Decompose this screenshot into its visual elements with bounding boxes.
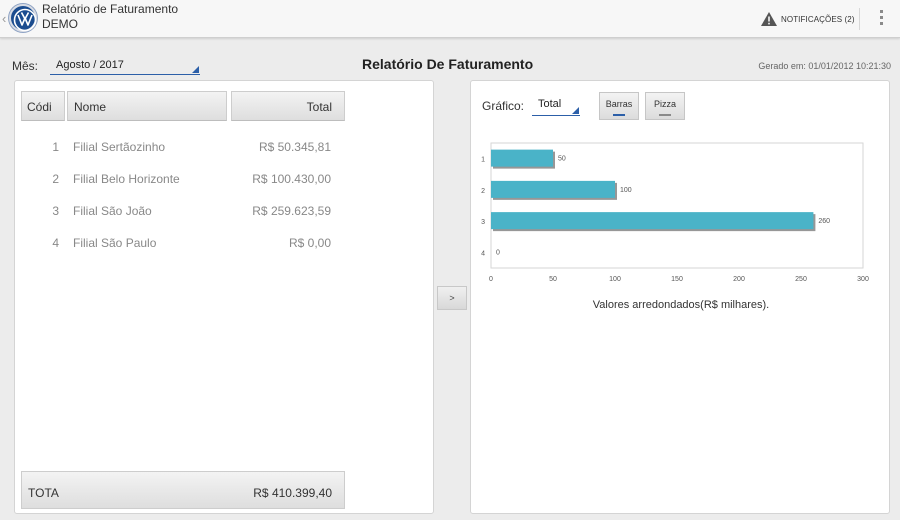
row-name: Filial Belo Horizonte <box>73 172 180 186</box>
unselected-indicator <box>659 114 671 116</box>
row-total: R$ 100.430,00 <box>252 172 331 186</box>
warning-icon <box>761 12 777 26</box>
bars-button-label: Barras <box>605 99 633 109</box>
footer-total-value: R$ 410.399,40 <box>253 486 332 500</box>
x-tick-label: 150 <box>671 276 683 283</box>
table-row[interactable]: 3 Filial São João R$ 259.623,59 <box>15 204 435 224</box>
selected-indicator <box>613 114 625 116</box>
chevron-left-icon[interactable]: ‹ <box>2 11 7 26</box>
app-subtitle: DEMO <box>42 17 78 31</box>
action-bar-divider <box>859 8 860 30</box>
y-tick-label: 3 <box>481 219 485 226</box>
row-code: 1 <box>52 140 59 154</box>
row-code: 2 <box>52 172 59 186</box>
data-label: 50 <box>558 156 566 163</box>
table-row[interactable]: 4 Filial São Paulo R$ 0,00 <box>15 236 435 256</box>
row-name: Filial Sertãozinho <box>73 140 166 154</box>
app-title: Relatório de Faturamento <box>42 2 179 16</box>
x-tick-label: 250 <box>795 276 807 283</box>
bars-chart-button[interactable]: Barras <box>599 92 639 120</box>
column-header-code[interactable]: Códi <box>21 91 65 121</box>
x-tick-label: 100 <box>609 276 621 283</box>
chart-panel: Gráfico: Total Barras Pizza 1 50 2 100 3 260 4… <box>470 80 890 514</box>
spinner-arrow-icon <box>192 66 199 73</box>
x-tick-label: 50 <box>549 276 557 283</box>
row-code: 3 <box>52 204 59 218</box>
month-spinner[interactable]: Agosto / 2017 <box>50 56 200 75</box>
notifications-label: NOTIFICAÇÕES (2) <box>781 14 855 24</box>
plot-frame <box>490 142 864 269</box>
column-header-total[interactable]: Total <box>231 91 345 121</box>
chart-metric-value: Total <box>538 98 562 110</box>
row-total: R$ 259.623,59 <box>252 204 331 218</box>
table-row[interactable]: 1 Filial Sertãozinho R$ 50.345,81 <box>15 140 435 160</box>
notifications-button[interactable]: NOTIFICAÇÕES (2) <box>760 10 855 28</box>
x-tick-label: 200 <box>733 276 745 283</box>
report-title: Relatório De Faturamento <box>362 56 534 72</box>
data-label: 0 <box>496 249 500 256</box>
y-tick-label: 2 <box>481 188 485 195</box>
pie-button-label: Pizza <box>653 99 676 109</box>
spinner-arrow-icon <box>572 107 579 114</box>
bar <box>491 180 615 198</box>
chart-metric-spinner[interactable]: Total <box>532 97 580 116</box>
row-total: R$ 0,00 <box>288 236 331 250</box>
month-value: Agosto / 2017 <box>56 59 124 71</box>
vw-logo[interactable] <box>9 4 37 32</box>
pie-chart-button[interactable]: Pizza <box>645 92 685 120</box>
column-header-name[interactable]: Nome <box>67 91 227 121</box>
table-row[interactable]: 2 Filial Belo Horizonte R$ 100.430,00 <box>15 172 435 192</box>
row-name: Filial São Paulo <box>73 236 157 250</box>
table-footer-total: TOTA R$ 410.399,40 <box>21 471 345 509</box>
chart-type-label: Gráfico: <box>482 99 525 113</box>
table-panel: Códi Nome Total 1 Filial Sertãozinho R$ … <box>14 80 434 514</box>
overflow-menu-icon[interactable] <box>880 10 884 28</box>
x-tick-label: 0 <box>489 276 493 283</box>
bar <box>491 149 553 167</box>
footer-label: TOTA <box>28 486 59 500</box>
data-label: 260 <box>818 218 830 225</box>
chart-x-axis-label: Valores arredondados(R$ milhares). <box>592 299 770 311</box>
x-tick-label: 300 <box>857 276 869 283</box>
month-label: Mês: <box>12 59 39 73</box>
y-tick-label: 1 <box>481 157 485 164</box>
generated-timestamp: Gerado em: 01/01/2012 10:21:30 <box>758 61 891 71</box>
data-label: 100 <box>620 187 632 194</box>
y-tick-label: 4 <box>481 250 485 257</box>
panel-toggle-button[interactable]: > <box>437 286 467 310</box>
row-name: Filial São João <box>73 204 152 218</box>
row-code: 4 <box>52 236 59 250</box>
action-bar: ‹ Relatório de Faturamento DEMO NOTIFICA… <box>0 0 900 38</box>
row-total: R$ 50.345,81 <box>258 140 331 154</box>
bar <box>491 212 814 230</box>
